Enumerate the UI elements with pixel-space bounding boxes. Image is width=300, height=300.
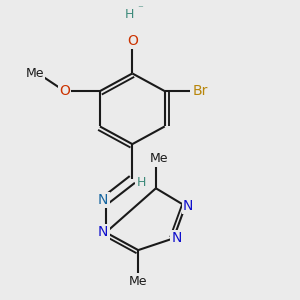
Text: H: H <box>125 8 134 21</box>
FancyBboxPatch shape <box>128 273 148 289</box>
Text: N: N <box>183 199 194 213</box>
Text: O: O <box>127 34 138 48</box>
FancyBboxPatch shape <box>123 7 136 23</box>
FancyBboxPatch shape <box>170 230 183 246</box>
FancyBboxPatch shape <box>148 151 169 167</box>
FancyBboxPatch shape <box>182 198 195 214</box>
Text: ⁻: ⁻ <box>137 4 142 14</box>
FancyBboxPatch shape <box>190 83 210 99</box>
Text: N: N <box>171 231 182 245</box>
Text: N: N <box>98 225 108 239</box>
FancyBboxPatch shape <box>96 192 110 208</box>
Text: Me: Me <box>129 274 148 287</box>
Text: Me: Me <box>150 152 168 165</box>
Text: Me: Me <box>26 67 44 80</box>
Text: H: H <box>136 176 146 189</box>
FancyBboxPatch shape <box>134 174 148 190</box>
FancyBboxPatch shape <box>25 65 46 82</box>
Text: Br: Br <box>192 84 208 98</box>
FancyBboxPatch shape <box>126 33 139 49</box>
FancyBboxPatch shape <box>58 83 71 99</box>
Text: N: N <box>98 193 108 207</box>
Text: O: O <box>59 84 70 98</box>
FancyBboxPatch shape <box>96 224 110 241</box>
